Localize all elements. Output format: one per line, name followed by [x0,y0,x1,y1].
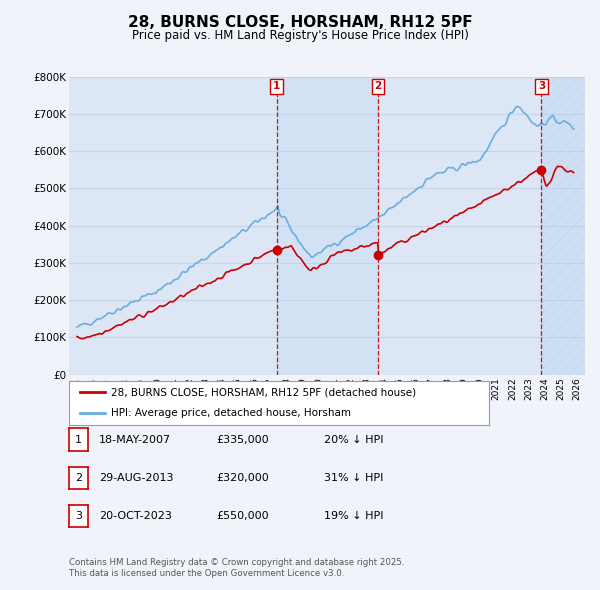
Bar [277,77,378,375]
Text: 19% ↓ HPI: 19% ↓ HPI [324,512,383,521]
Text: £550,000: £550,000 [216,512,269,521]
Text: 3: 3 [538,81,545,91]
Text: 2: 2 [75,473,82,483]
Text: 29-AUG-2013: 29-AUG-2013 [99,473,173,483]
Text: 1: 1 [75,435,82,444]
Text: 20-OCT-2023: 20-OCT-2023 [99,512,172,521]
Text: 28, BURNS CLOSE, HORSHAM, RH12 5PF (detached house): 28, BURNS CLOSE, HORSHAM, RH12 5PF (deta… [111,388,416,398]
Text: 3: 3 [75,512,82,521]
Text: £335,000: £335,000 [216,435,269,444]
Text: 2: 2 [374,81,382,91]
Text: 28, BURNS CLOSE, HORSHAM, RH12 5PF: 28, BURNS CLOSE, HORSHAM, RH12 5PF [128,15,472,30]
Text: 31% ↓ HPI: 31% ↓ HPI [324,473,383,483]
Text: Contains HM Land Registry data © Crown copyright and database right 2025.
This d: Contains HM Land Registry data © Crown c… [69,558,404,578]
Text: 1: 1 [273,81,280,91]
Text: £320,000: £320,000 [216,473,269,483]
Text: HPI: Average price, detached house, Horsham: HPI: Average price, detached house, Hors… [111,408,351,418]
Text: 18-MAY-2007: 18-MAY-2007 [99,435,171,444]
Text: Price paid vs. HM Land Registry's House Price Index (HPI): Price paid vs. HM Land Registry's House … [131,30,469,42]
Bar [541,77,585,375]
Text: 20% ↓ HPI: 20% ↓ HPI [324,435,383,444]
